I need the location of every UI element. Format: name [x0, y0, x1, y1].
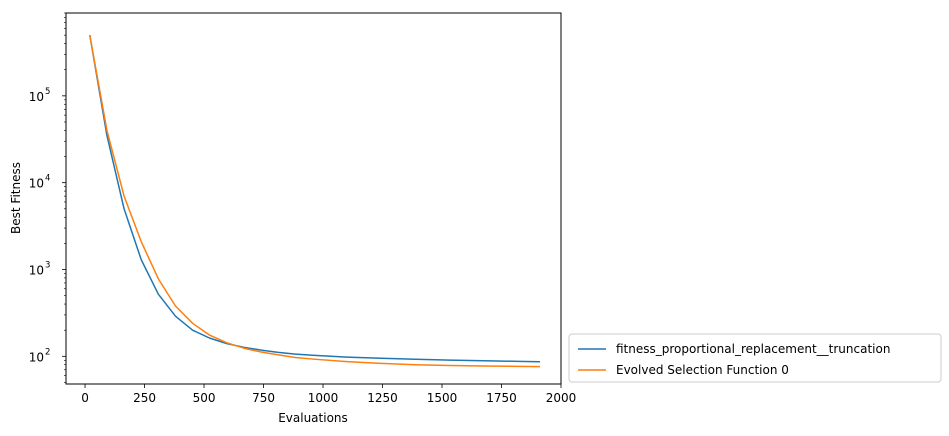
y-tick-exponent: 4 — [45, 174, 50, 184]
series-line-0 — [89, 35, 541, 363]
y-tick-exponent: 2 — [45, 347, 50, 357]
legend-label-0: fitness_proportional_replacement__trunca… — [616, 342, 890, 356]
y-tick-exponent: 5 — [45, 87, 50, 97]
x-tick-label: 750 — [252, 391, 275, 405]
x-tick-label: 1250 — [367, 391, 398, 405]
y-tick-exponent: 3 — [45, 260, 50, 270]
plot-frame — [65, 12, 562, 385]
series-line-1 — [89, 35, 541, 368]
legend-box — [568, 333, 942, 383]
y-tick-label: 10 — [29, 90, 44, 104]
x-tick-label: 1750 — [486, 391, 517, 405]
x-axis-label: Evaluations — [278, 411, 348, 425]
y-tick-label: 10 — [29, 350, 44, 364]
legend: fitness_proportional_replacement__trunca… — [568, 333, 942, 383]
y-tick-label: 10 — [29, 263, 44, 277]
x-tick-label: 1500 — [427, 391, 458, 405]
x-tick-label: 250 — [133, 391, 156, 405]
x-tick-label: 1000 — [308, 391, 339, 405]
x-tick-label: 500 — [193, 391, 216, 405]
y-tick-label: 10 — [29, 177, 44, 191]
x-axis-ticks: 0 250 500 750 1000 1250 1500 1750 2000 — [81, 384, 576, 405]
x-tick-label: 0 — [81, 391, 89, 405]
y-axis-label: Best Fitness — [9, 162, 23, 234]
x-tick-label: 2000 — [546, 391, 577, 405]
legend-label-1: Evolved Selection Function 0 — [616, 363, 789, 377]
series-layer — [89, 35, 541, 368]
